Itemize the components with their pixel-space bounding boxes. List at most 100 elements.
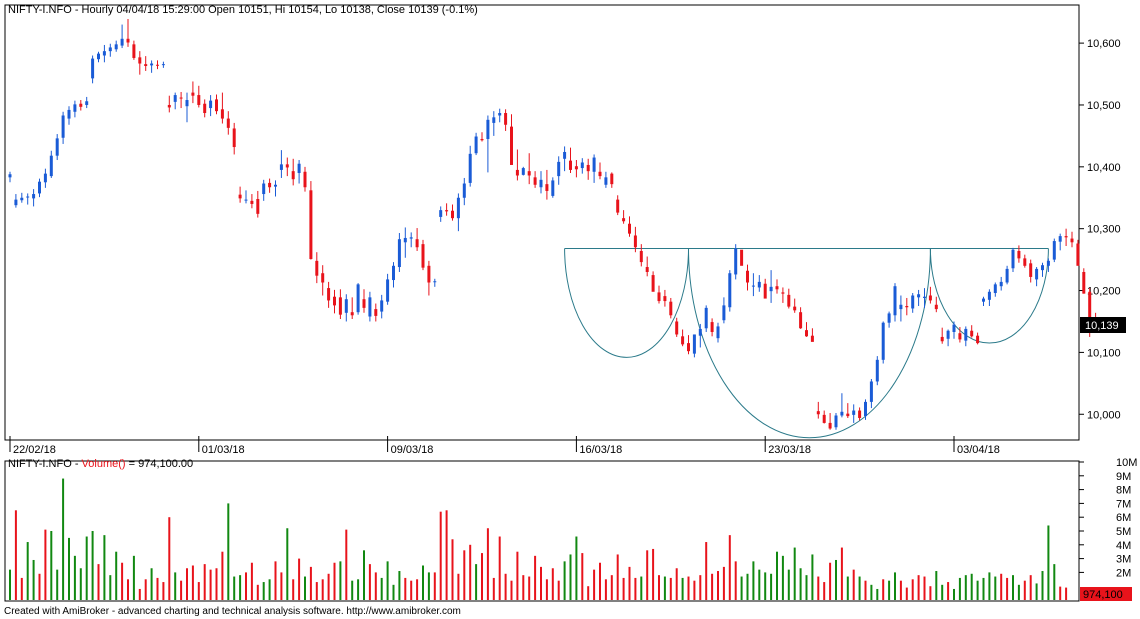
candle [262, 179, 266, 201]
volume-bar [162, 582, 165, 600]
volume-bar [498, 536, 501, 600]
candle [858, 407, 862, 421]
candle [527, 153, 531, 185]
volume-bar [569, 554, 572, 600]
candle [1035, 267, 1039, 287]
candle [49, 150, 53, 178]
volume-bar [1035, 583, 1038, 600]
volume-bar [209, 569, 212, 600]
volume-bar [327, 573, 330, 600]
volume-bar [68, 537, 70, 600]
candle [161, 61, 165, 68]
candle [504, 109, 508, 131]
candle [734, 244, 738, 280]
volume-bar [905, 587, 908, 600]
candle [480, 132, 484, 142]
candle [85, 96, 89, 109]
volume-bar [740, 576, 743, 600]
volume-bar [770, 573, 773, 600]
volume-bar [1065, 587, 1068, 600]
volume-bar [85, 536, 88, 600]
volume-bar [386, 561, 389, 600]
volume-bar [321, 579, 324, 600]
volume-bar [864, 580, 867, 600]
candle [828, 413, 832, 430]
candle [822, 410, 826, 424]
volume-bar [947, 582, 950, 600]
candle [551, 177, 555, 198]
volume-bar [658, 575, 660, 600]
volume-bar [422, 565, 424, 600]
candle [32, 189, 36, 207]
candle [356, 283, 360, 315]
volume-bar [427, 572, 430, 600]
candle [244, 190, 248, 204]
candle [327, 281, 331, 308]
candle [43, 168, 47, 188]
candle [681, 329, 685, 347]
volume-bar [941, 584, 944, 600]
volume-tick-label: 3M [1116, 554, 1131, 566]
candle [893, 283, 897, 322]
volume-bar [156, 577, 159, 600]
volume-bar [711, 573, 714, 600]
volume-bar [44, 529, 47, 600]
volume-bar [433, 572, 436, 600]
volume-header-value: = 974,100.00 [126, 458, 194, 470]
volume-bar [410, 580, 413, 600]
candle [108, 43, 112, 57]
volume-bar [575, 536, 578, 600]
candle [126, 18, 130, 47]
candle [232, 122, 236, 155]
volume-bar [38, 573, 41, 600]
candle [279, 150, 283, 178]
candle [805, 322, 808, 337]
volume-bar [186, 568, 188, 600]
date-tick-label: 01/03/18 [202, 444, 245, 456]
candle [8, 171, 12, 183]
price-tick-label: 10,100 [1087, 347, 1121, 359]
volume-bar [32, 559, 35, 600]
candle [687, 335, 690, 355]
volume-bar [787, 569, 790, 600]
volume-bar [899, 580, 902, 600]
candle [362, 289, 366, 313]
volume-bar [292, 579, 295, 600]
candle [881, 321, 885, 364]
candle [380, 294, 384, 319]
candle [970, 325, 974, 338]
volume-bar [634, 577, 637, 600]
volume-bar [829, 562, 832, 600]
volume-bar [469, 544, 472, 600]
volume-bar [1053, 564, 1056, 600]
candle [256, 190, 260, 218]
volume-bar [722, 566, 725, 600]
volume-bar [9, 569, 11, 600]
volume-bar [823, 582, 826, 600]
candle [769, 270, 773, 303]
candle [982, 296, 985, 307]
volume-bar [416, 579, 419, 600]
candle [993, 282, 997, 297]
candle [409, 232, 413, 248]
candle [150, 60, 154, 73]
date-tick-label: 03/04/18 [957, 444, 1000, 456]
candle [633, 226, 637, 253]
volume-tick-label: 6M [1116, 512, 1131, 524]
volume-header-symbol: NIFTY-I.NFO - [8, 458, 82, 470]
volume-bar [492, 577, 495, 600]
candle [144, 56, 148, 71]
volume-bar [504, 573, 507, 600]
candle [976, 332, 980, 345]
volume-bar [197, 582, 200, 600]
candle [91, 55, 95, 84]
volume-bar [929, 586, 932, 600]
volume-bar [846, 576, 849, 600]
volume-bar [1029, 575, 1032, 600]
volume-bar [699, 575, 702, 600]
volume-bar [563, 561, 566, 600]
footer-credit: Created with AmiBroker - advanced charti… [4, 606, 461, 617]
volume-bar [1041, 571, 1044, 600]
volume-bar [50, 531, 53, 600]
volume-bar [675, 568, 678, 600]
